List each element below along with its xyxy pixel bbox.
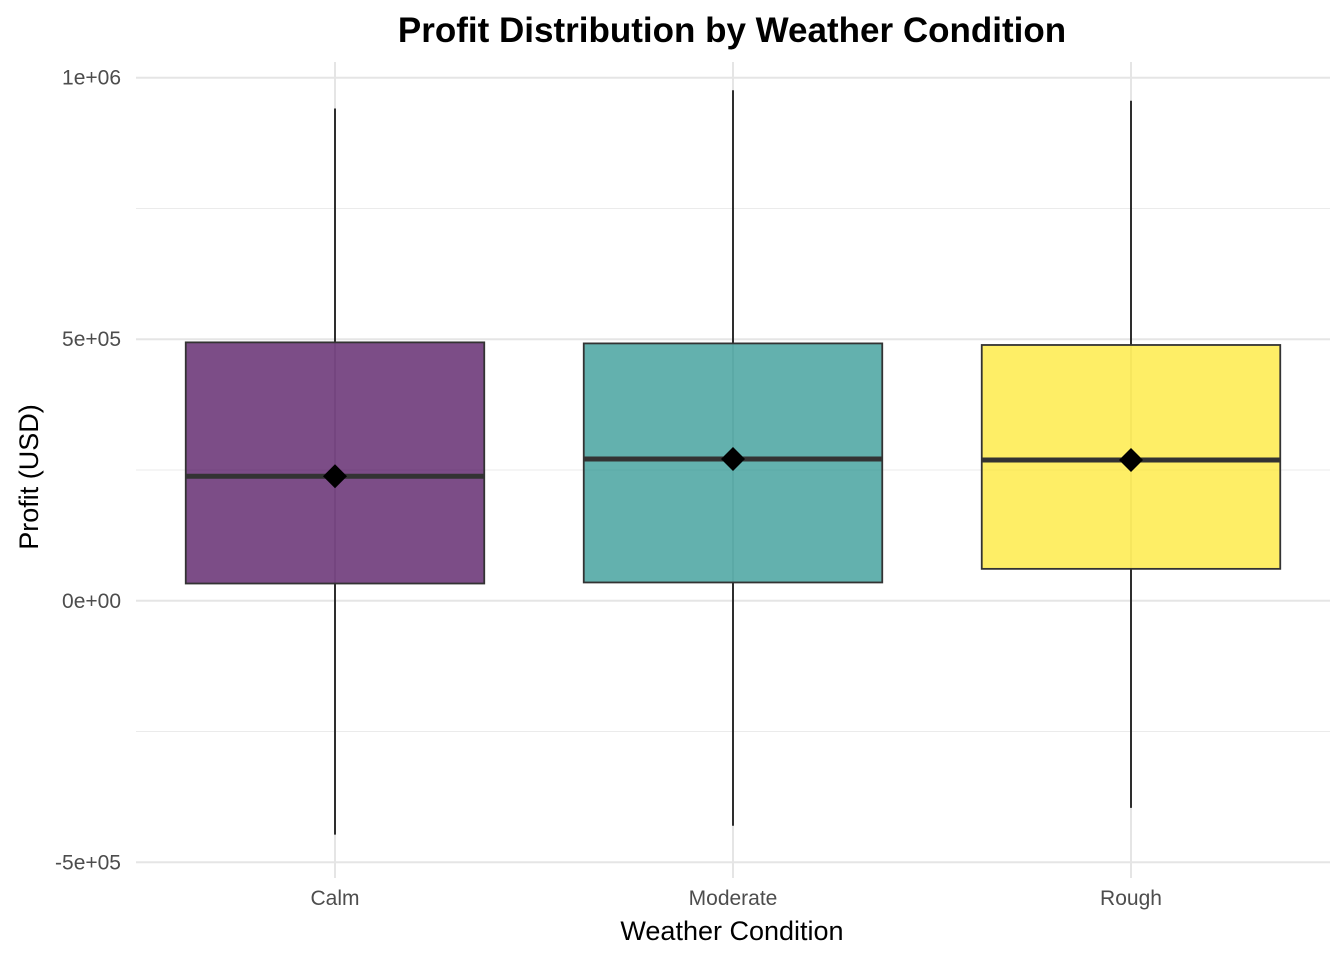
y-tick-label: 1e+06 <box>62 67 121 90</box>
chart-title: Profit Distribution by Weather Condition <box>398 11 1066 50</box>
box-iqr <box>184 341 486 585</box>
y-axis-title: Profit (USD) <box>14 404 44 550</box>
y-axis-ticks: -5e+05 0e+00 5e+05 1e+06 <box>55 67 121 875</box>
x-tick-label: Moderate <box>689 887 778 910</box>
y-tick-label: 5e+05 <box>62 328 121 351</box>
mean-marker <box>721 447 745 472</box>
x-axis-ticks: Calm Moderate Rough <box>310 887 1161 910</box>
mean-marker <box>1119 448 1143 473</box>
box-calm <box>184 108 486 835</box>
box-rough <box>980 100 1282 808</box>
box-series <box>184 90 1282 835</box>
box-moderate <box>582 90 884 826</box>
x-tick-label: Calm <box>310 887 359 910</box>
x-tick-label: Rough <box>1100 887 1162 910</box>
y-tick-label: 0e+00 <box>62 590 121 613</box>
mean-marker <box>323 464 347 489</box>
y-tick-label: -5e+05 <box>55 851 121 874</box>
x-axis-title: Weather Condition <box>620 916 843 946</box>
